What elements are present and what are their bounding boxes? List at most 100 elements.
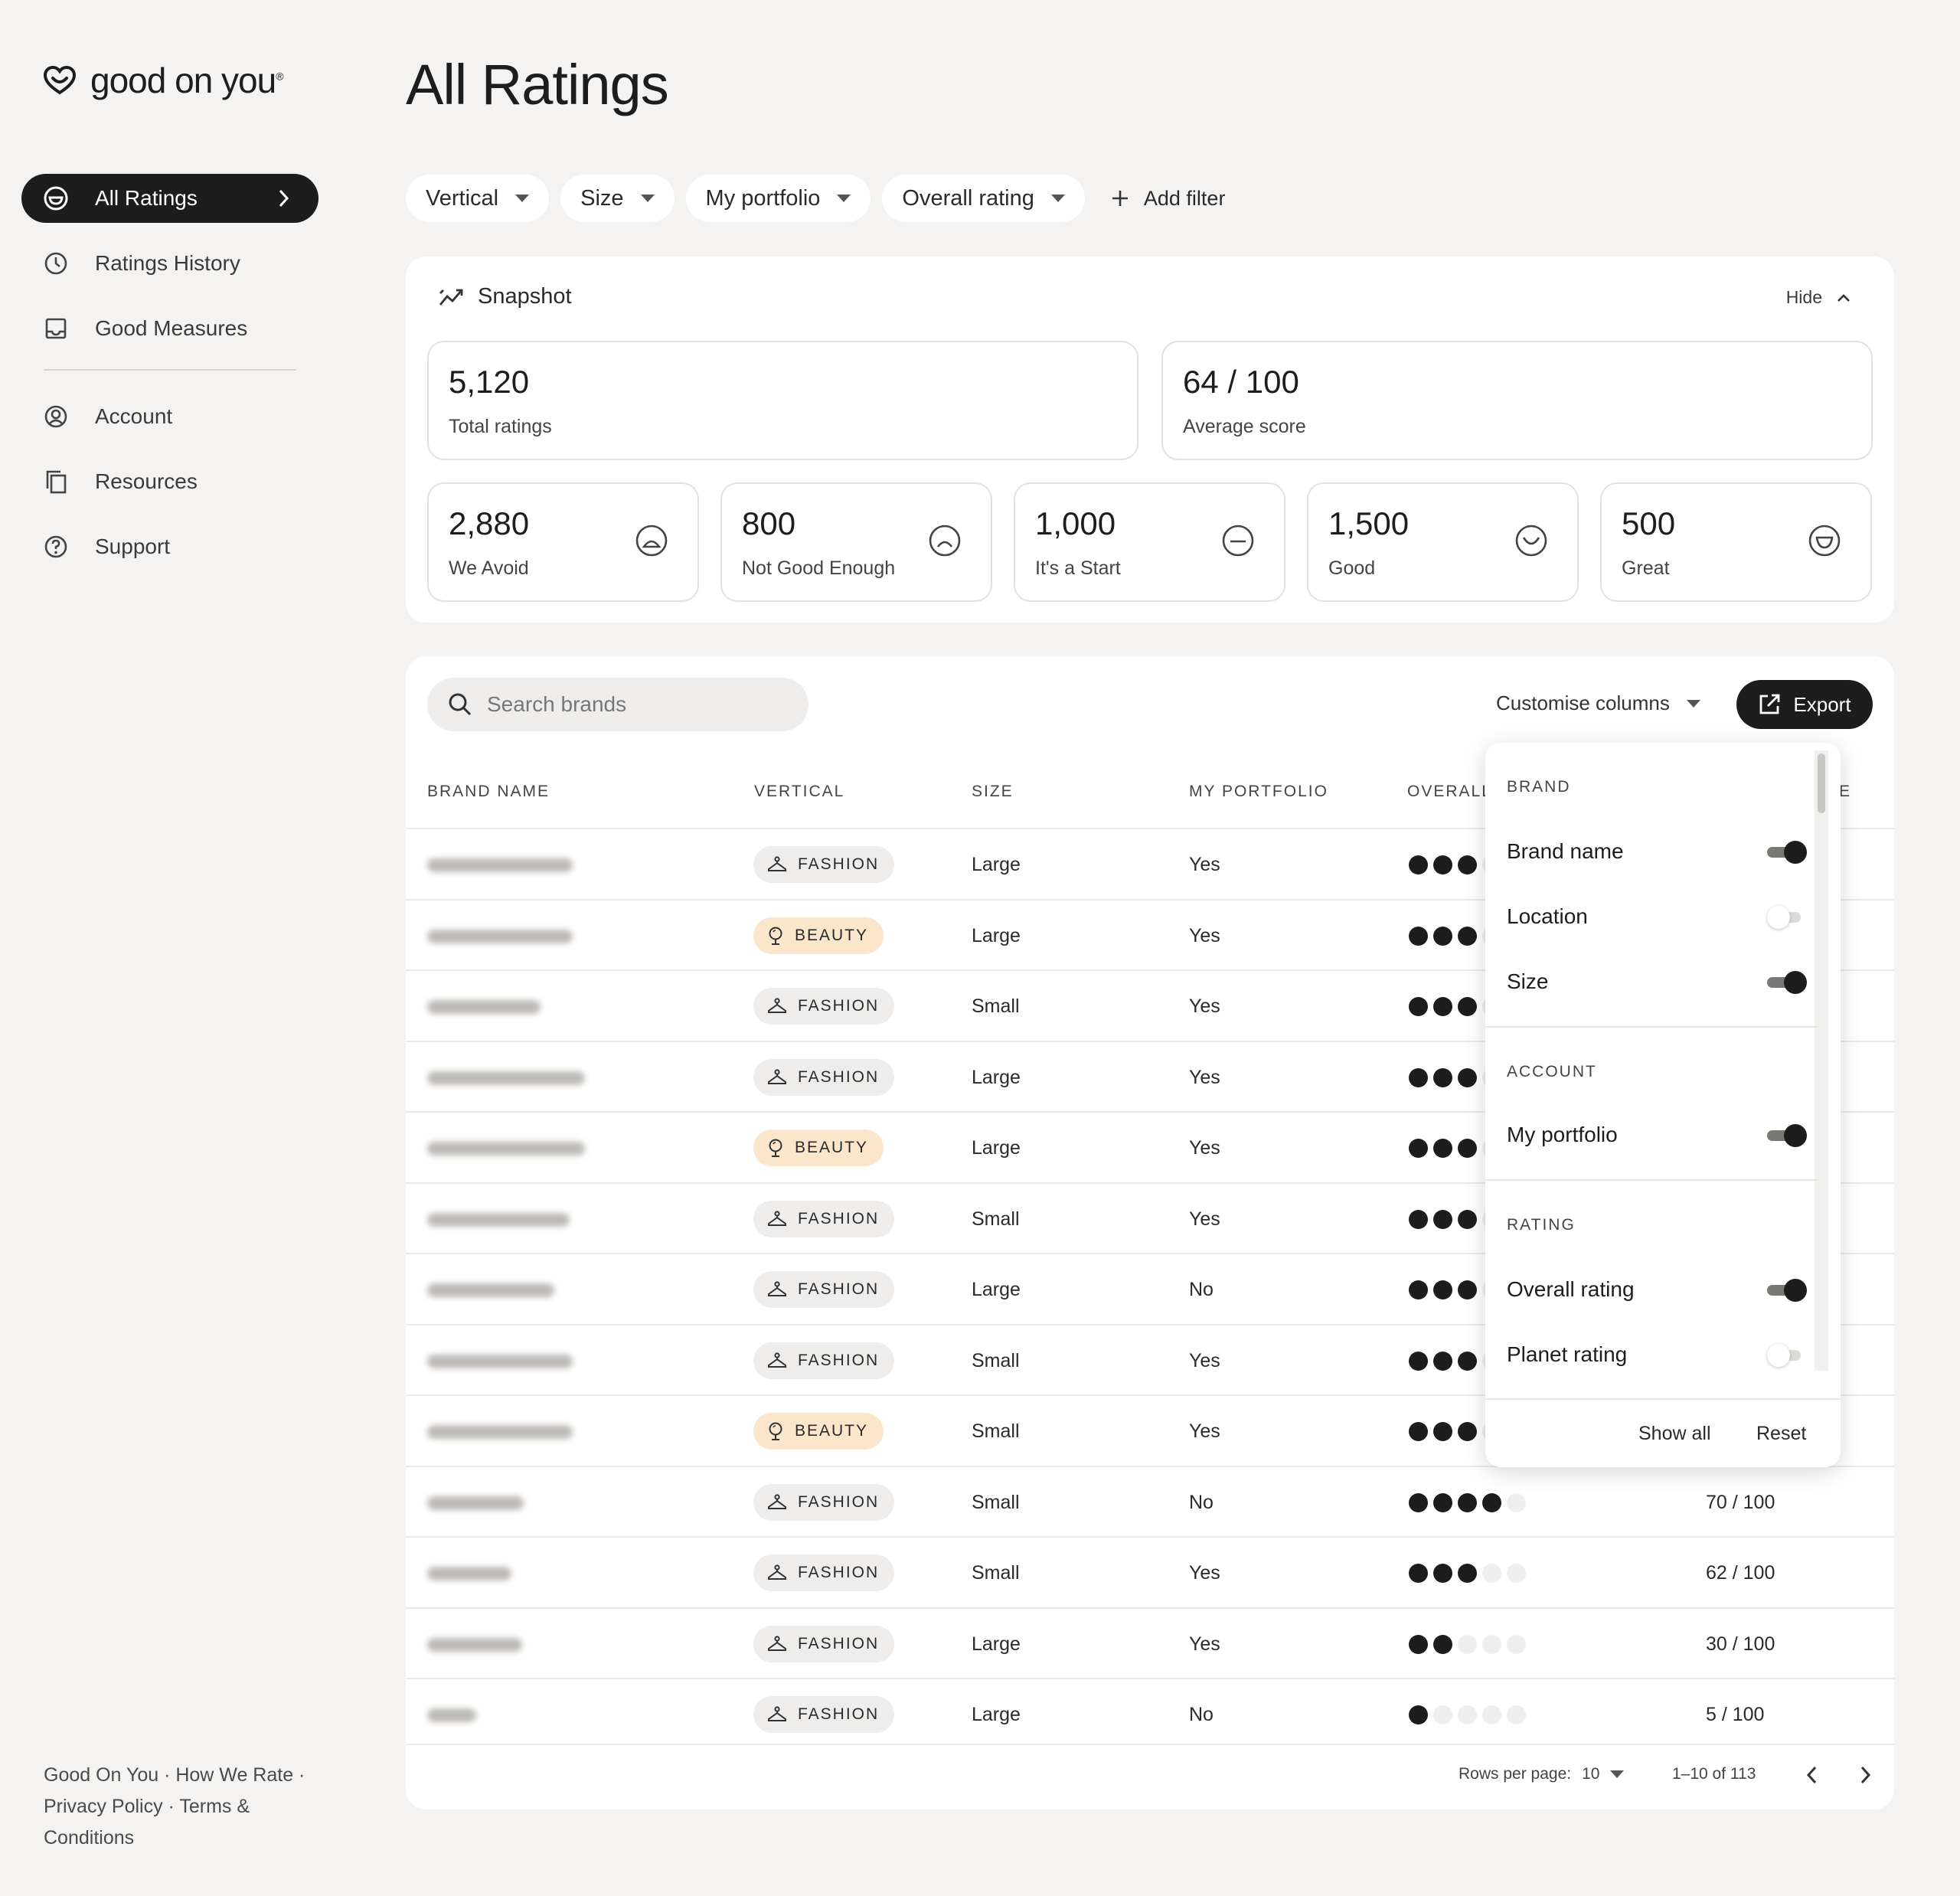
filter-overall-rating[interactable]: Overall rating (882, 175, 1085, 222)
brand-name-redacted[interactable] (427, 1637, 522, 1652)
portfolio-cell: Yes (1189, 1633, 1220, 1655)
face-neutral-icon (1222, 525, 1254, 557)
table-row[interactable]: FASHION Large Yes 30 / 100 (406, 1607, 1894, 1679)
toggle-brand-name[interactable] (1767, 841, 1807, 864)
sidebar-item-good-measures[interactable]: Good Measures (21, 304, 318, 353)
table-row[interactable]: FASHION Small No 70 / 100 (406, 1465, 1894, 1537)
chevron-right-icon[interactable] (1857, 1762, 1873, 1788)
external-link-icon (1760, 694, 1780, 714)
hide-label: Hide (1785, 287, 1822, 307)
copy-icon (43, 469, 69, 495)
menu-scrollbar-thumb[interactable] (1818, 753, 1825, 813)
filter-vertical[interactable]: Vertical (406, 175, 550, 222)
sidebar-item-support[interactable]: Support (21, 522, 318, 571)
add-filter-button[interactable]: Add filter (1110, 187, 1225, 211)
size-cell: Small (972, 1208, 1020, 1230)
menu-section-rating: RATING (1507, 1216, 1576, 1234)
brand-name-redacted[interactable] (427, 1567, 511, 1581)
filter-size[interactable]: Size (560, 175, 675, 222)
brand-name-redacted[interactable] (427, 1425, 573, 1439)
size-cell: Large (972, 1137, 1021, 1159)
table-row[interactable]: BEAUTY Large Yes (406, 1111, 1894, 1182)
chevron-left-icon[interactable] (1804, 1762, 1821, 1788)
rating-dot (1458, 1705, 1477, 1724)
menu-item-label: Overall rating (1507, 1277, 1635, 1301)
menu-item-overall-rating[interactable]: Overall rating (1507, 1277, 1807, 1302)
overall-rating-dots (1409, 1634, 1526, 1654)
rating-dot (1433, 1067, 1452, 1087)
table-row[interactable]: FASHION Large Yes (406, 828, 1894, 899)
search-box[interactable] (427, 678, 808, 731)
toggle-location[interactable] (1767, 906, 1805, 929)
column-header-size[interactable]: SIZE (972, 783, 1014, 800)
hanger-icon (767, 1493, 787, 1511)
brand-name-redacted[interactable] (427, 1071, 585, 1085)
stat-label: It's a Start (1035, 557, 1121, 579)
sidebar-item-account[interactable]: Account (21, 392, 318, 441)
logo[interactable]: good on you® (43, 60, 284, 101)
brand-name-redacted[interactable] (427, 1142, 585, 1156)
column-header-vertical[interactable]: VERTICAL (754, 783, 845, 800)
rows-per-page[interactable]: Rows per page: 10 (1459, 1765, 1625, 1783)
column-header-overall[interactable]: OVERALL (1407, 783, 1492, 800)
brand-name-redacted[interactable] (427, 1000, 541, 1014)
menu-item-location[interactable]: Location (1507, 904, 1805, 929)
reset-button[interactable]: Reset (1756, 1423, 1807, 1444)
brand-name-redacted[interactable] (427, 1496, 524, 1510)
menu-item-size[interactable]: Size (1507, 969, 1807, 994)
show-all-button[interactable]: Show all (1638, 1423, 1711, 1444)
toggle-overall-rating[interactable] (1767, 1279, 1807, 1302)
menu-item-planet-rating[interactable]: Planet rating (1507, 1342, 1805, 1367)
menu-item-my-portfolio[interactable]: My portfolio (1507, 1123, 1807, 1147)
brand-name-redacted[interactable] (427, 858, 573, 872)
rating-dot (1458, 1209, 1477, 1229)
table-row[interactable]: FASHION Small Yes 62 / 100 (406, 1536, 1894, 1607)
sidebar-item-label: Good Measures (95, 316, 248, 340)
mirror-icon (767, 1421, 784, 1441)
brand-name-redacted[interactable] (427, 1283, 554, 1297)
column-header-brand[interactable]: BRAND NAME (427, 783, 550, 800)
rating-dot (1458, 1280, 1477, 1299)
menu-section-account: ACCOUNT (1507, 1063, 1597, 1080)
table-row[interactable]: FASHION Small Yes (406, 1323, 1894, 1395)
rating-dot (1409, 1492, 1428, 1512)
vertical-label: FASHION (798, 1564, 880, 1581)
rating-dot (1433, 1280, 1452, 1299)
toggle-planet-rating[interactable] (1767, 1344, 1805, 1367)
sidebar-item-resources[interactable]: Resources (21, 457, 318, 506)
snapshot-hide-button[interactable]: Hide (1786, 287, 1851, 308)
brand-name-redacted[interactable] (427, 929, 573, 943)
rating-dot (1433, 997, 1452, 1016)
sidebar-item-all-ratings[interactable]: All Ratings (21, 174, 318, 223)
rating-dot (1433, 1492, 1452, 1512)
menu-item-brand-name[interactable]: Brand name (1507, 839, 1807, 864)
search-input[interactable] (487, 692, 778, 717)
rating-dot (1433, 1634, 1452, 1654)
sidebar-item-ratings-history[interactable]: Ratings History (21, 239, 318, 288)
smile-circle-icon (43, 185, 69, 211)
toggle-size[interactable] (1767, 971, 1807, 994)
toggle-my-portfolio[interactable] (1767, 1124, 1807, 1147)
mirror-icon (767, 926, 784, 946)
brand-name-redacted[interactable] (427, 1212, 570, 1227)
help-circle-icon (43, 534, 69, 560)
hanger-icon (767, 1564, 787, 1581)
stat-value: 64 / 100 (1183, 364, 1299, 400)
table-row[interactable]: FASHION Large No 5 / 100 (406, 1678, 1894, 1749)
footer-links[interactable]: Good On You · How We Rate · Privacy Poli… (44, 1764, 305, 1849)
filter-my-portfolio[interactable]: My portfolio (685, 175, 871, 222)
table-row[interactable]: BEAUTY Small Yes (406, 1394, 1894, 1466)
export-button[interactable]: Export (1736, 680, 1873, 729)
vertical-tag: FASHION (753, 1554, 895, 1591)
column-header-score[interactable]: E (1839, 783, 1852, 800)
heart-logo-icon (43, 65, 77, 95)
column-header-portfolio[interactable]: MY PORTFOLIO (1189, 783, 1328, 800)
customise-columns-button[interactable]: Customise columns (1496, 691, 1700, 715)
vertical-tag: FASHION (753, 1625, 895, 1662)
hanger-icon (767, 1352, 787, 1369)
portfolio-cell: No (1189, 1279, 1214, 1300)
rating-dot (1458, 855, 1477, 874)
brand-name-redacted[interactable] (427, 1354, 573, 1368)
menu-scrollbar[interactable] (1815, 750, 1828, 1371)
brand-name-redacted[interactable] (427, 1708, 476, 1722)
